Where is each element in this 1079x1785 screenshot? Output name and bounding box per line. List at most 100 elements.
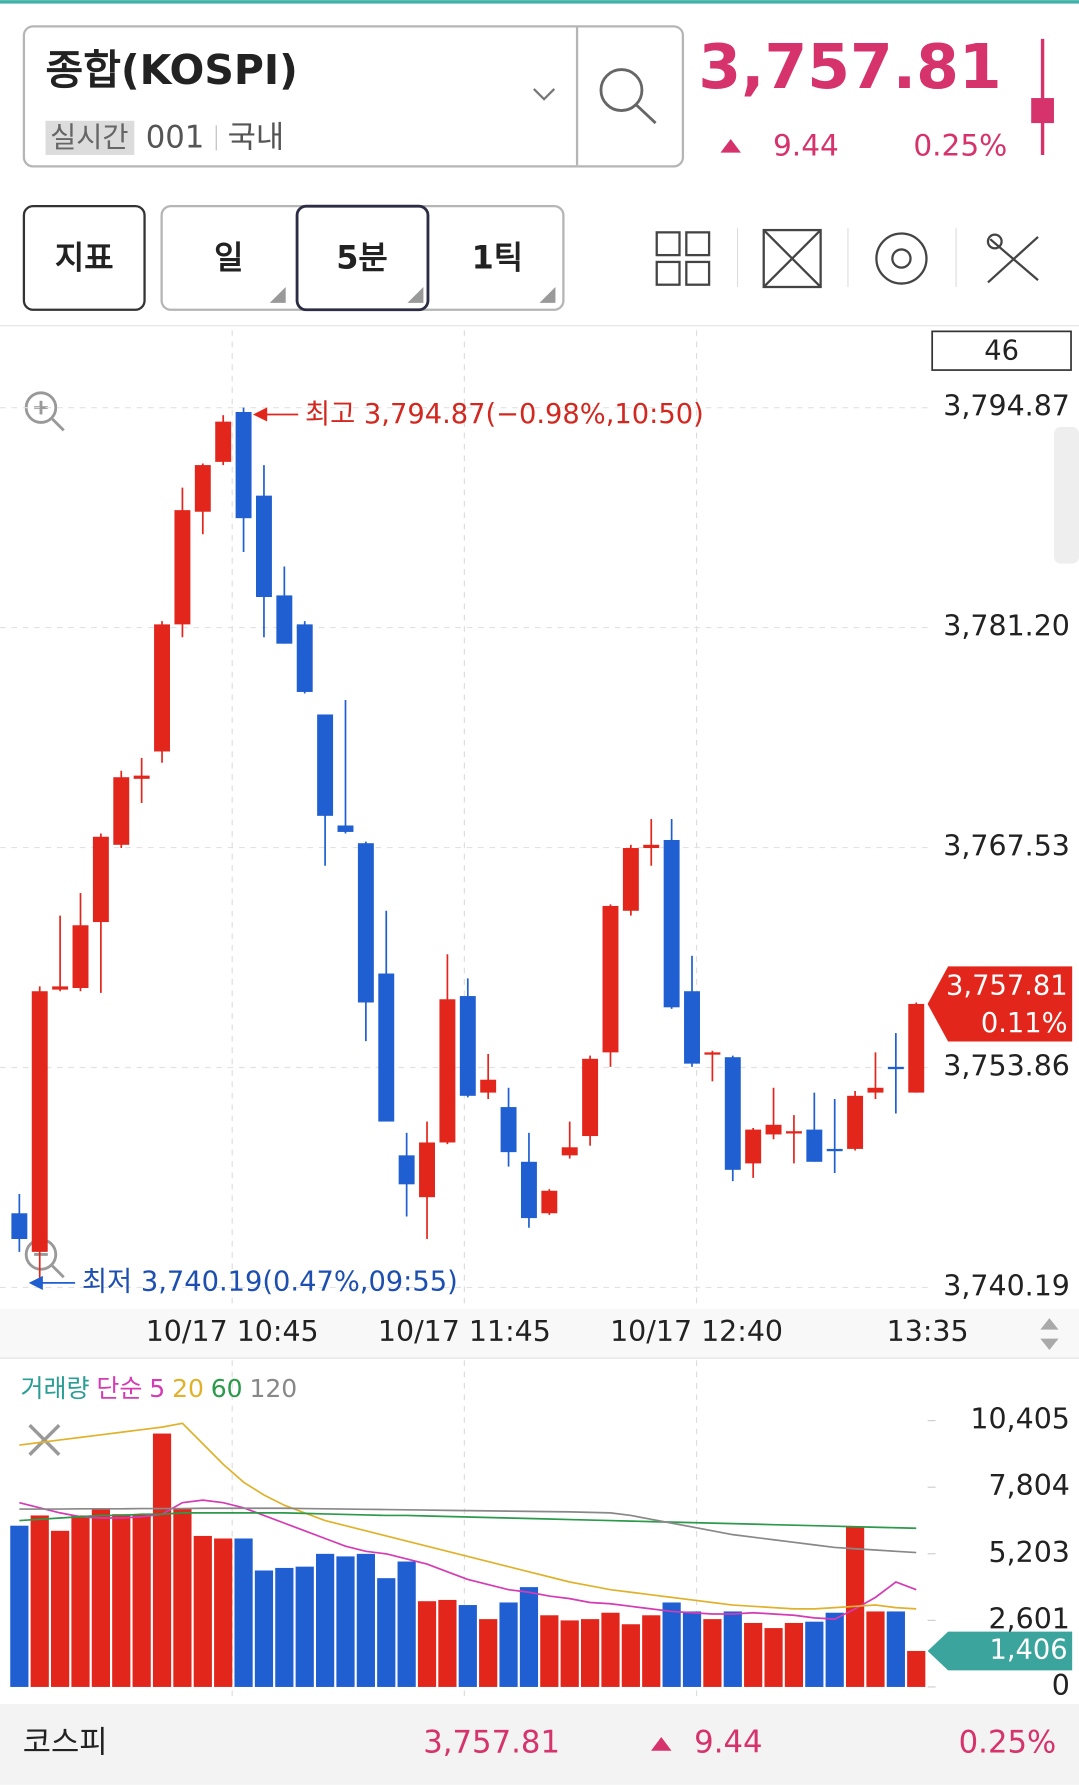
current-volume: 1,406 [989,1634,1067,1665]
volume-bar [295,1566,314,1687]
legend-entry: 60 [211,1374,243,1403]
ma-line [19,1422,917,1610]
dropdown-icon[interactable] [533,88,556,101]
current-change: 0.11% [981,1008,1068,1039]
candle-body [582,1058,599,1137]
candle-body [419,1142,435,1198]
mini-candle [1031,38,1054,155]
footer-name: 코스피 [23,1724,108,1760]
scroll-handle[interactable] [1053,426,1079,564]
volume-bar [540,1615,559,1687]
search-icon[interactable] [599,68,657,125]
footer-change-pct: 0.25% [959,1724,1057,1760]
indicator-button[interactable] [22,205,146,311]
fullscreen-icon[interactable] [762,228,822,289]
period-button[interactable]: 일 [214,239,243,277]
volume-bar [784,1622,804,1687]
footer-price: 3,757.81 [423,1724,560,1760]
volume-bar [479,1619,498,1687]
period-selected[interactable] [295,204,430,312]
volume-bar [886,1611,905,1687]
timer: 46 [984,335,1019,366]
candle-body [806,1129,823,1162]
volume-bar [112,1514,131,1687]
volume-bar [580,1619,600,1687]
close-indicator[interactable] [28,1423,61,1456]
x-axis-band [0,1309,1079,1357]
candle-body [235,411,252,519]
current-price-marker [927,966,1073,1042]
volume-bar [336,1556,355,1687]
change-pct: 0.25% [913,128,1007,162]
tools-icon[interactable] [986,233,1039,284]
candle-body [765,1124,782,1135]
candle-body [174,510,191,625]
volume-bar [662,1602,681,1687]
volume-bar [560,1620,579,1687]
code: 001 [146,120,205,156]
volume-bar [234,1538,253,1687]
volume-bar [642,1615,661,1687]
axis-toggle[interactable] [1040,1318,1059,1351]
y-tick-label: 3,781.20 [943,610,1070,643]
period-button[interactable]: 1틱 [472,239,523,277]
y-tick-label: 3,767.53 [943,830,1070,863]
market: 국내 [228,120,285,156]
volume-bar [764,1628,783,1687]
volume-bar [825,1612,844,1687]
volume-bar [173,1509,192,1687]
volume-bar [519,1587,539,1687]
candle-body [154,624,171,752]
volume-bar [866,1611,885,1687]
x-tick-label: 10/17 10:45 [146,1315,319,1348]
volume-bar [356,1553,375,1687]
corner-marks [269,286,556,303]
current-volume-marker [927,1631,1073,1671]
volume-bar [703,1619,722,1687]
high-arrow [253,407,299,422]
price: 3,757.81 [698,32,1001,103]
volume-bar [193,1535,212,1687]
symbol-name: 종합(KOSPI) [46,46,298,94]
candle-body [439,999,456,1143]
volume-bar [275,1567,294,1687]
candle-body [194,465,211,512]
ma-line [19,1512,917,1530]
volume-bar [132,1514,151,1687]
candle-body [337,825,354,832]
settings-icon[interactable] [875,232,928,285]
y-tick-label: 5,203 [988,1536,1069,1569]
candle-body [826,1148,843,1152]
volume-bar [51,1530,70,1687]
candle-body [378,973,395,1122]
candle-body [72,925,89,989]
candle-body [296,624,313,692]
candle-body [480,1079,497,1093]
high-label: 최고 3,794.87(−0.98%,10:50) [305,399,704,430]
symbol-box[interactable] [22,25,685,168]
zoom-in-icon[interactable] [24,391,65,432]
y-tick-label: 7,804 [988,1469,1069,1502]
volume-bar [744,1622,763,1687]
legend-method: 단순 [96,1374,142,1403]
candle-body [398,1155,415,1185]
candle-body [908,1003,925,1093]
candle-body [31,991,48,1252]
candle-body [887,1066,904,1070]
ma-line [19,1499,917,1620]
low-arrow [28,1275,76,1290]
layout-icon[interactable] [655,231,711,286]
current-price: 3,757.81 [946,970,1068,1001]
volume-bar [723,1611,742,1687]
candle-body [52,986,69,990]
volume-bar [458,1605,477,1687]
candle-body [663,839,680,1008]
candle-body [317,714,334,816]
candle-body [745,1129,762,1164]
volume-bar [499,1602,518,1687]
candle-body [867,1087,884,1093]
up-triangle [651,1737,672,1751]
period-button[interactable]: 5분 [336,239,387,277]
